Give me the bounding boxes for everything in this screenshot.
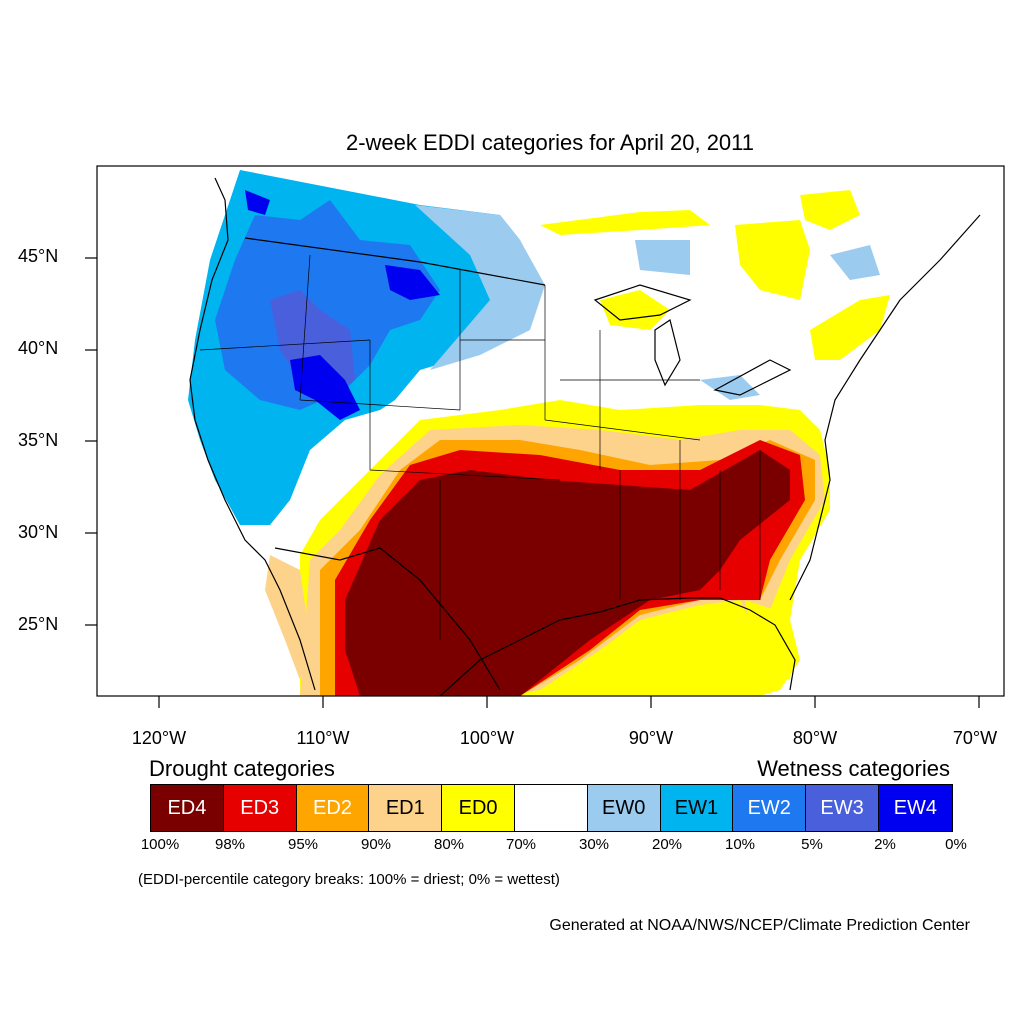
great-lake-michigan <box>654 319 681 387</box>
wet-region-ew4-c <box>245 190 270 215</box>
credit-line: Generated at NOAA/NWS/NCEP/Climate Predi… <box>549 917 970 934</box>
break-label: 20% <box>651 836 683 853</box>
coastline-east <box>789 214 981 601</box>
wet-region-ew2 <box>215 200 440 410</box>
legend-cat-ed2: ED2 <box>296 785 370 831</box>
wet-region-north-c <box>635 240 690 275</box>
lon-label-100: 100°W <box>459 728 515 748</box>
legend-cat-ed1: ED1 <box>369 785 443 831</box>
break-label: 95% <box>287 836 319 853</box>
legend-cat-ed4: ED4 <box>151 785 224 831</box>
lat-label-40: 40°N <box>18 338 59 358</box>
state-lines <box>199 254 761 640</box>
wet-region-ew4-b <box>290 355 360 420</box>
great-lake-erie <box>713 359 792 396</box>
dry-region-north-b <box>735 220 810 300</box>
dry-region-ed4 <box>345 450 790 696</box>
legend-cat-normal <box>514 785 588 831</box>
wet-region-ew4-a <box>385 265 440 300</box>
legend-cat-ed3: ED3 <box>223 785 297 831</box>
category-legend: ED4 ED3 ED2 ED1 ED0 EW0 EW1 EW2 EW3 EW4 <box>150 784 953 832</box>
legend-cat-ew4: EW4 <box>878 785 952 831</box>
lon-label-90: 90°W <box>628 728 674 748</box>
break-label: 80% <box>433 836 465 853</box>
break-label: 5% <box>801 836 823 853</box>
legend-cat-ew2: EW2 <box>733 785 807 831</box>
break-label: 2% <box>874 836 896 853</box>
lat-label-45: 45°N <box>18 246 59 266</box>
dry-region-ne <box>810 295 890 360</box>
wetness-categories-heading: Wetness categories <box>757 756 950 781</box>
lat-label-30: 30°N <box>18 522 59 542</box>
dry-region-north-d <box>600 290 670 330</box>
drought-categories-heading: Drought categories <box>149 756 335 781</box>
lon-label-70: 70°W <box>952 728 998 748</box>
category-breaks-note: (EDDI-percentile category breaks: 100% =… <box>138 871 560 888</box>
dry-region-north-c <box>800 190 860 230</box>
lat-label-35: 35°N <box>18 430 59 450</box>
break-label: 70% <box>505 836 537 853</box>
lon-label-110: 110°W <box>296 728 350 748</box>
break-label: 0% <box>945 836 967 853</box>
break-label: 100% <box>140 836 180 853</box>
lon-label-120: 120°W <box>131 728 187 748</box>
legend-cat-ed0: ED0 <box>442 785 515 831</box>
break-label: 98% <box>214 836 246 853</box>
coastline-gulf <box>439 597 796 696</box>
border-canada <box>244 237 546 286</box>
lat-label-25: 25°N <box>18 614 59 634</box>
break-label: 90% <box>360 836 392 853</box>
coastline-west <box>189 177 316 691</box>
border-mexico <box>274 547 501 691</box>
legend-cat-ew3: EW3 <box>806 785 879 831</box>
break-label: 10% <box>724 836 756 853</box>
wet-region-ne <box>830 245 880 280</box>
map-frame <box>96 165 1005 697</box>
wet-region-west-edge <box>415 205 545 370</box>
break-label: 30% <box>578 836 610 853</box>
wet-region-great-lakes <box>700 375 760 400</box>
map-title: 2-week EDDI categories for April 20, 201… <box>345 130 755 155</box>
dry-region-north-a <box>540 210 710 235</box>
legend-cat-ew0: EW0 <box>587 785 661 831</box>
dry-region-baja <box>265 555 310 680</box>
legend-cat-ew1: EW1 <box>660 785 734 831</box>
lon-label-80: 80°W <box>792 728 838 748</box>
great-lake-superior <box>593 284 692 321</box>
dry-region-florida <box>745 600 795 680</box>
